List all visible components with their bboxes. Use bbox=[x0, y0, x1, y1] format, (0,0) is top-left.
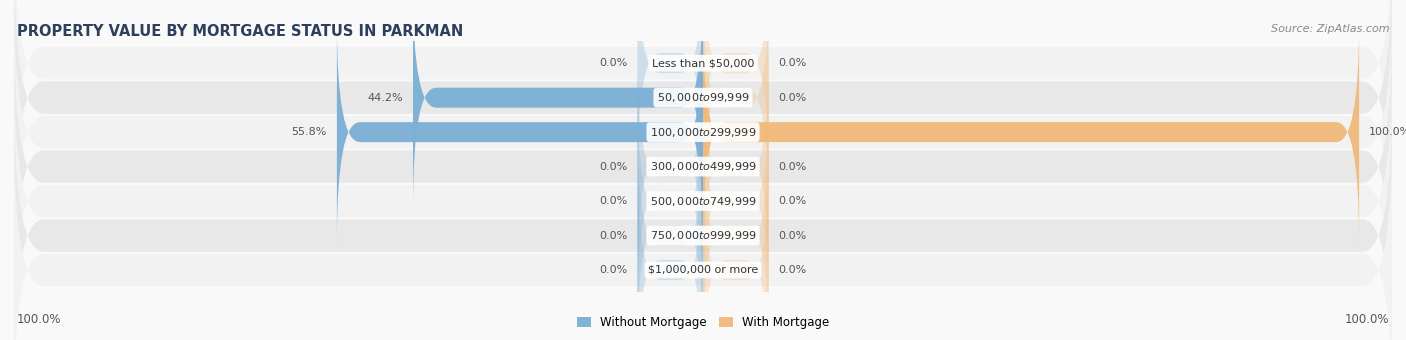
Text: 0.0%: 0.0% bbox=[779, 162, 807, 172]
FancyBboxPatch shape bbox=[14, 97, 1392, 340]
FancyBboxPatch shape bbox=[14, 131, 1392, 340]
Text: 100.0%: 100.0% bbox=[1369, 127, 1406, 137]
FancyBboxPatch shape bbox=[413, 0, 703, 208]
Text: 100.0%: 100.0% bbox=[17, 313, 62, 326]
FancyBboxPatch shape bbox=[703, 90, 769, 312]
Text: 0.0%: 0.0% bbox=[779, 231, 807, 240]
FancyBboxPatch shape bbox=[637, 56, 703, 277]
FancyBboxPatch shape bbox=[703, 125, 769, 340]
FancyBboxPatch shape bbox=[703, 159, 769, 340]
Text: 0.0%: 0.0% bbox=[599, 265, 627, 275]
FancyBboxPatch shape bbox=[703, 56, 769, 277]
Text: 0.0%: 0.0% bbox=[779, 196, 807, 206]
Text: 0.0%: 0.0% bbox=[599, 196, 627, 206]
FancyBboxPatch shape bbox=[14, 0, 1392, 237]
Text: $300,000 to $499,999: $300,000 to $499,999 bbox=[650, 160, 756, 173]
Text: 0.0%: 0.0% bbox=[599, 231, 627, 240]
FancyBboxPatch shape bbox=[637, 90, 703, 312]
FancyBboxPatch shape bbox=[337, 21, 703, 243]
Text: Source: ZipAtlas.com: Source: ZipAtlas.com bbox=[1271, 24, 1389, 34]
FancyBboxPatch shape bbox=[703, 0, 769, 208]
FancyBboxPatch shape bbox=[703, 0, 769, 174]
FancyBboxPatch shape bbox=[637, 159, 703, 340]
Legend: Without Mortgage, With Mortgage: Without Mortgage, With Mortgage bbox=[572, 312, 834, 334]
Text: 0.0%: 0.0% bbox=[779, 58, 807, 68]
Text: 0.0%: 0.0% bbox=[779, 93, 807, 103]
Text: $100,000 to $299,999: $100,000 to $299,999 bbox=[650, 126, 756, 139]
FancyBboxPatch shape bbox=[637, 125, 703, 340]
Text: 55.8%: 55.8% bbox=[291, 127, 328, 137]
Text: 44.2%: 44.2% bbox=[367, 93, 404, 103]
Text: 0.0%: 0.0% bbox=[599, 58, 627, 68]
FancyBboxPatch shape bbox=[14, 0, 1392, 202]
FancyBboxPatch shape bbox=[14, 0, 1392, 271]
Text: Less than $50,000: Less than $50,000 bbox=[652, 58, 754, 68]
Text: $50,000 to $99,999: $50,000 to $99,999 bbox=[657, 91, 749, 104]
Text: $1,000,000 or more: $1,000,000 or more bbox=[648, 265, 758, 275]
FancyBboxPatch shape bbox=[703, 21, 1360, 243]
FancyBboxPatch shape bbox=[14, 28, 1392, 306]
Text: 100.0%: 100.0% bbox=[1344, 313, 1389, 326]
Text: $500,000 to $749,999: $500,000 to $749,999 bbox=[650, 194, 756, 207]
Text: PROPERTY VALUE BY MORTGAGE STATUS IN PARKMAN: PROPERTY VALUE BY MORTGAGE STATUS IN PAR… bbox=[17, 24, 463, 39]
FancyBboxPatch shape bbox=[14, 62, 1392, 340]
Text: 0.0%: 0.0% bbox=[599, 162, 627, 172]
Text: $750,000 to $999,999: $750,000 to $999,999 bbox=[650, 229, 756, 242]
Text: 0.0%: 0.0% bbox=[779, 265, 807, 275]
FancyBboxPatch shape bbox=[637, 0, 703, 174]
